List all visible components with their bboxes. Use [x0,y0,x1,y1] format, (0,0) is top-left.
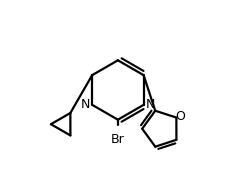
Text: N: N [145,98,155,111]
Text: Br: Br [111,133,125,146]
Text: O: O [175,110,185,123]
Text: N: N [81,98,90,111]
